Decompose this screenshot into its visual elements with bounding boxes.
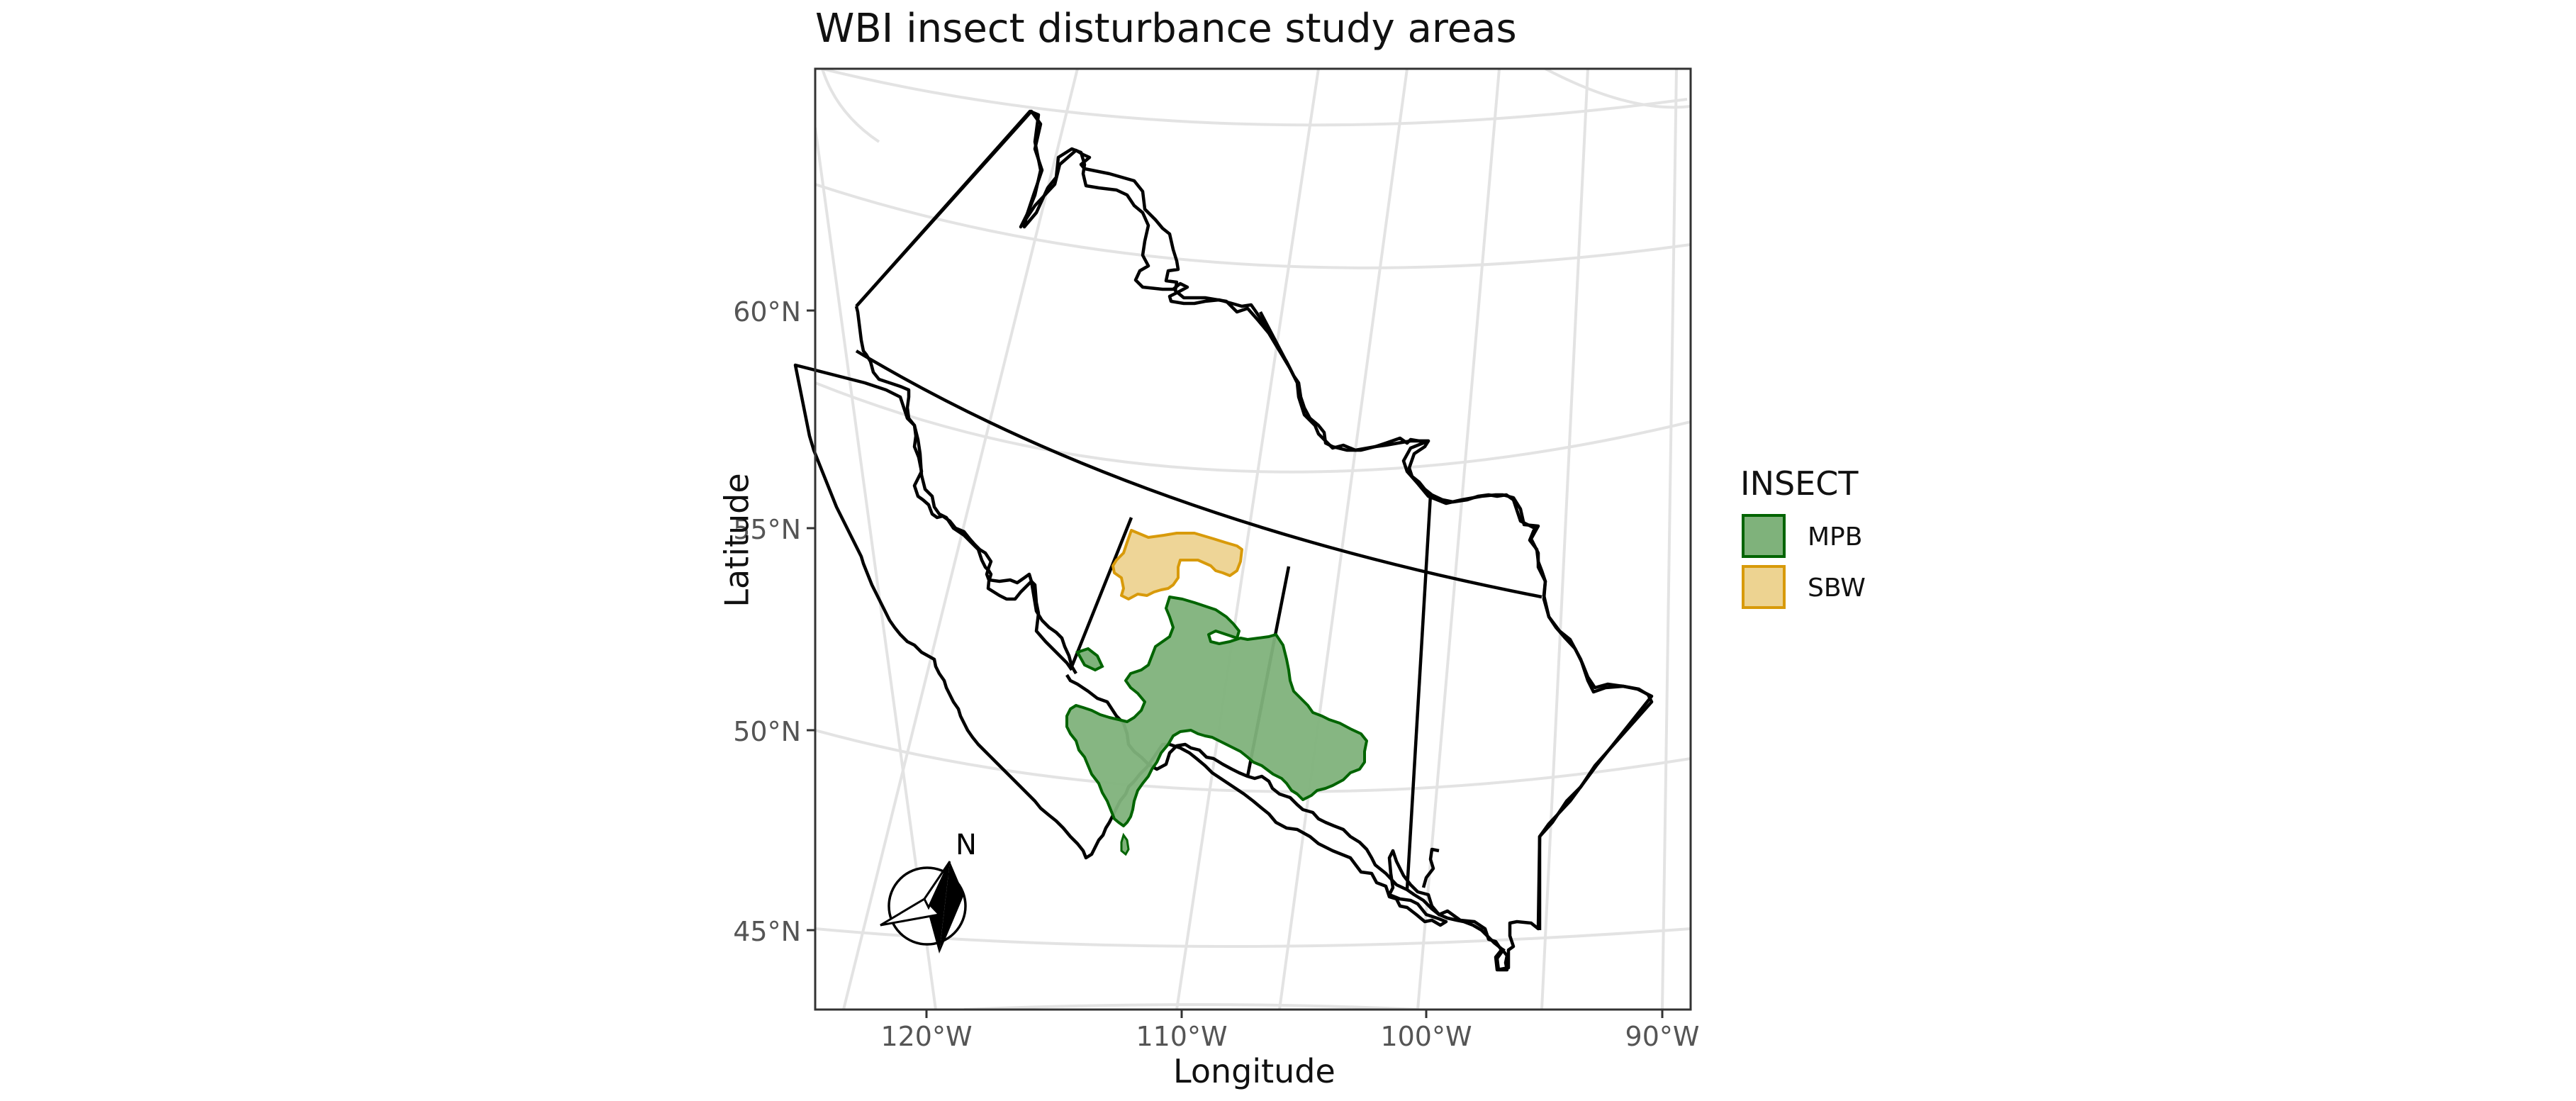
legend-key-sbw	[1742, 565, 1786, 609]
sbw-study-area	[1111, 529, 1243, 600]
legend-label-mpb: MPB	[1808, 522, 1863, 552]
y-tick-label-60n: 60°N	[733, 296, 801, 328]
bc-alberta-boundary	[1070, 517, 1133, 667]
graticule-meridian-110w	[1175, 69, 1320, 1010]
mpb-study-area	[1065, 596, 1368, 827]
legend-key-mpb	[1742, 514, 1786, 558]
mpb-small-patch	[1075, 647, 1104, 672]
sask-manitoba-boundary	[1405, 494, 1433, 890]
southeast-boundary	[1421, 847, 1440, 888]
western-boundary	[855, 109, 1654, 930]
legend-title: INSECT	[1740, 464, 1859, 503]
x-tick-label-120w: 120°W	[880, 1021, 973, 1052]
y-tick-label-55n: 55°N	[733, 514, 801, 545]
y-tick-label-50n: 50°N	[733, 716, 801, 747]
nwt-nunavut-boundary	[1259, 311, 1292, 370]
north-arrow: N	[880, 829, 977, 954]
graticule-meridian-105w	[1278, 69, 1409, 1010]
north-arrow-light-half	[939, 861, 964, 954]
graticule-parallel-50n	[815, 729, 1691, 793]
north-arrow-north-light	[923, 861, 951, 910]
graticule-meridian-95w	[1540, 69, 1589, 1010]
graticule-arc-nw	[821, 69, 880, 143]
graticule-parallel-65n	[822, 69, 1688, 127]
x-axis-title: Longitude	[1173, 1052, 1335, 1090]
graticule-meridian-100w	[1416, 69, 1501, 1010]
graticule-parallel-55n	[815, 381, 1691, 474]
graticule-parallel-40n	[963, 1003, 1418, 1010]
y-axis-title: Latitude	[717, 473, 756, 608]
axis-ticks	[807, 309, 1664, 1018]
legend-label-sbw: SBW	[1808, 574, 1866, 603]
north-arrow-dark-half	[924, 861, 950, 954]
graticule-meridian-90w	[1661, 69, 1678, 1010]
mpb-small-patch-2	[1120, 832, 1130, 856]
graticule-meridian-120w	[815, 127, 937, 1010]
north-arrow-label: N	[956, 829, 977, 861]
panel-border	[814, 67, 1692, 1011]
north-arrow-west-bar	[880, 898, 942, 927]
graticule-parallel-60n	[815, 183, 1691, 269]
western-outer-boundary	[854, 306, 1077, 675]
map-title: WBI insect disturbance study areas	[815, 6, 1517, 52]
x-tick-label-90w: 90°W	[1625, 1021, 1700, 1052]
graticule-meridian-115w	[842, 69, 1079, 1010]
x-tick-label-100w: 100°W	[1380, 1021, 1472, 1052]
graticule-arc-ne	[1545, 69, 1691, 109]
y-tick-label-45n: 45°N	[733, 916, 801, 947]
x-tick-label-110w: 110°W	[1136, 1021, 1228, 1052]
